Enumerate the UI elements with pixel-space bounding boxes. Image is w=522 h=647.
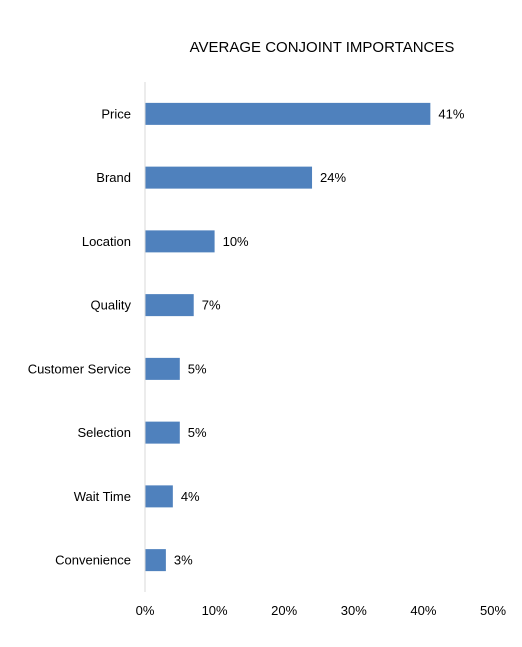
chart-title: AVERAGE CONJOINT IMPORTANCES (190, 39, 455, 56)
x-tick-label: 0% (136, 603, 155, 618)
x-tick-label: 50% (480, 603, 506, 618)
bar-location (145, 230, 215, 253)
bar-selection (145, 421, 180, 444)
data-labels: 41% 24% 10% 7% 5% 5% 4% 3% (174, 106, 465, 567)
data-label-price: 41% (438, 106, 464, 121)
data-label-location: 10% (223, 234, 249, 249)
category-label-quality: Quality (91, 298, 132, 313)
bar-quality (145, 294, 194, 317)
data-label-customer-service: 5% (188, 361, 207, 376)
category-label-price: Price (101, 106, 131, 121)
bar-convenience (145, 549, 166, 572)
data-label-brand: 24% (320, 170, 346, 185)
category-label-customer-service: Customer Service (28, 361, 131, 376)
data-label-selection: 5% (188, 425, 207, 440)
data-label-convenience: 3% (174, 553, 193, 568)
data-label-wait-time: 4% (181, 489, 200, 504)
bar-brand (145, 166, 313, 189)
x-tick-labels: 0% 10% 20% 30% 40% 50% (136, 603, 507, 618)
category-label-selection: Selection (78, 425, 131, 440)
bar-price (145, 102, 431, 125)
bar-wait-time (145, 485, 173, 508)
bars-group (145, 102, 431, 572)
x-tick-label: 30% (341, 603, 367, 618)
category-label-location: Location (82, 234, 131, 249)
x-tick-label: 10% (202, 603, 228, 618)
category-labels: Price Brand Location Quality Customer Servic… (28, 106, 132, 567)
data-label-quality: 7% (202, 298, 221, 313)
x-tick-label: 20% (271, 603, 297, 618)
x-tick-label: 40% (410, 603, 436, 618)
bar-customer-service (145, 357, 180, 380)
category-label-convenience: Convenience (55, 553, 131, 568)
category-label-wait-time: Wait Time (74, 489, 131, 504)
category-label-brand: Brand (96, 170, 131, 185)
